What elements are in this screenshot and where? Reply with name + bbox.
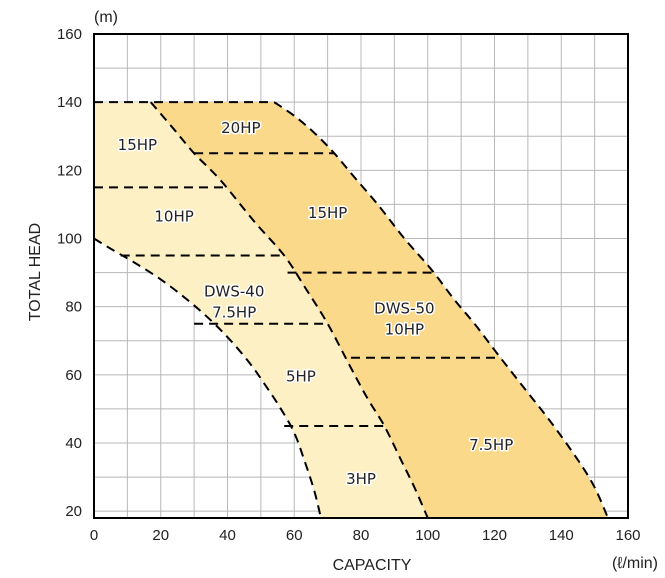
y-tick-label: 80: [65, 299, 82, 316]
x-tick-label: 20: [152, 527, 169, 544]
divider-lines: [93, 101, 609, 519]
x-tick-label: 160: [615, 527, 640, 544]
x-axis-unit: (ℓ/min): [612, 555, 658, 572]
region-label: 5HP: [286, 368, 316, 386]
y-tick-labels: 20 40 60 80 100 120 140 160: [57, 26, 82, 520]
y-axis-unit: (m): [94, 9, 118, 26]
x-tick-label: 120: [482, 527, 507, 544]
x-tick-label: 60: [286, 527, 303, 544]
region-labels: 20HP 15HP 15HP 10HP DWS-40 7.5HP DWS-50 10HP 5HP…: [116, 117, 515, 489]
x-tick-labels: 0 20 40 60 80 100 120 140 160: [90, 527, 641, 544]
boundary-dws50-outer: [273, 101, 609, 519]
y-tick-label: 160: [57, 26, 82, 43]
region-label: 15HP: [308, 204, 347, 222]
x-tick-label: 40: [219, 527, 236, 544]
y-axis-label: TOTAL HEAD: [27, 223, 44, 321]
y-tick-label: 60: [65, 367, 82, 384]
y-tick-label: 100: [57, 231, 82, 248]
region-label: 7.5HP: [212, 303, 256, 321]
region-label: 10HP: [154, 207, 193, 225]
x-tick-label: 80: [353, 527, 370, 544]
regions: [94, 102, 608, 519]
x-tick-label: 140: [549, 527, 574, 544]
y-tick-label: 140: [57, 94, 82, 111]
region-dws40: [94, 102, 428, 519]
region-label: DWS-40: [204, 282, 264, 300]
region-label: DWS-50: [374, 299, 434, 317]
boundary-dws40-lower: [93, 237, 322, 519]
region-label: 10HP: [385, 320, 424, 338]
region-label: 7.5HP: [469, 436, 513, 454]
x-tick-label: 100: [415, 527, 440, 544]
plot-frame: [93, 33, 629, 519]
region-label: 3HP: [346, 470, 376, 488]
region-dws50: [150, 102, 608, 519]
x-tick-label: 0: [90, 527, 98, 544]
y-tick-label: 40: [65, 435, 82, 452]
x-axis-label: CAPACITY: [333, 557, 412, 574]
boundary-dws40-dws50: [149, 101, 429, 519]
region-label: 20HP: [221, 119, 260, 137]
y-tick-label: 120: [57, 162, 82, 179]
y-tick-label: 20: [65, 503, 82, 520]
region-label: 15HP: [118, 136, 157, 154]
